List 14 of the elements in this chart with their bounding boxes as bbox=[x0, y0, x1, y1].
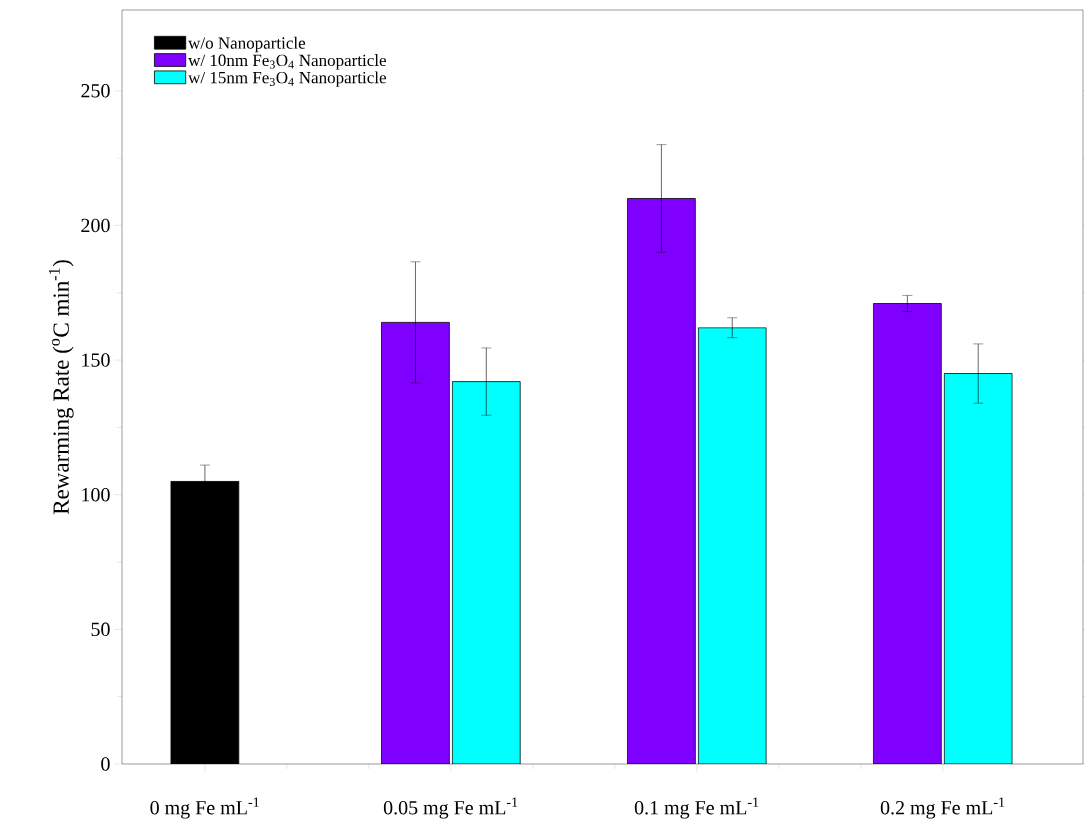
y-tick-label: 150 bbox=[82, 353, 110, 367]
legend-label: w/o Nanoparticle bbox=[188, 36, 306, 53]
x-tick-label: 0.05 mg Fe mL$^{-1}$ bbox=[383, 797, 518, 819]
y-tick-label: 250 bbox=[81, 84, 110, 98]
x-tick-label: 0.1 mg Fe mL$^{-1}$ bbox=[634, 797, 759, 819]
y-tick-label: 200 bbox=[81, 218, 110, 233]
y-tick-label: 100 bbox=[82, 487, 110, 502]
legend-label: w/ 15nm Fe$_{3}$O$_{4}$ Nanoparticle bbox=[188, 71, 386, 87]
y-tick-label: 50 bbox=[91, 622, 110, 637]
legend-label: w/ 10nm Fe$_{3}$O$_{4}$ Nanoparticle bbox=[188, 54, 386, 70]
y-tick-label: 0 bbox=[101, 757, 110, 771]
x-tick-label: 0 mg Fe mL$^{-1}$ bbox=[150, 797, 259, 819]
x-tick-label: 0.2 mg Fe mL$^{-1}$ bbox=[880, 797, 1005, 819]
y-axis-title: Rewarming Rate ($^{o}$C min$^{-1}$) bbox=[48, 260, 74, 515]
